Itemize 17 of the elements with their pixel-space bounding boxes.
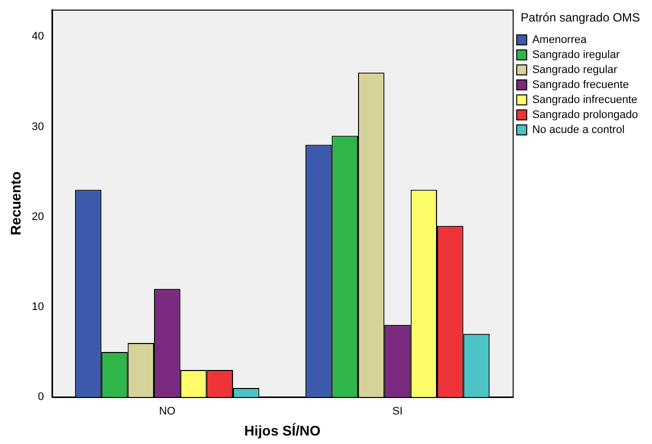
legend-title: Patrón sangrado OMS: [520, 10, 640, 24]
legend-label: Sangrado regular: [532, 64, 618, 76]
y-tick-label: 20: [32, 210, 44, 223]
y-tick-label: 40: [32, 30, 44, 43]
legend-label: Sangrado iregular: [532, 48, 620, 61]
legend-label: Sangrado prolongado: [532, 108, 638, 121]
y-axis-title: Recuento: [7, 171, 24, 236]
legend-label: Sangrado infrecuente: [532, 94, 638, 106]
legend-label: Amenorrea: [532, 34, 588, 46]
y-tick-label: 10: [32, 300, 44, 313]
y-tick-label: 30: [32, 120, 44, 133]
x-tick-label: SI: [392, 406, 403, 418]
legend-label: No acude a control: [532, 124, 625, 136]
x-tick-label: NO: [158, 406, 176, 418]
x-axis-title: Hijos SÍ/NO: [244, 422, 321, 438]
y-tick-label: 0: [38, 391, 44, 404]
legend-label: Sangrado frecuente: [532, 78, 629, 91]
